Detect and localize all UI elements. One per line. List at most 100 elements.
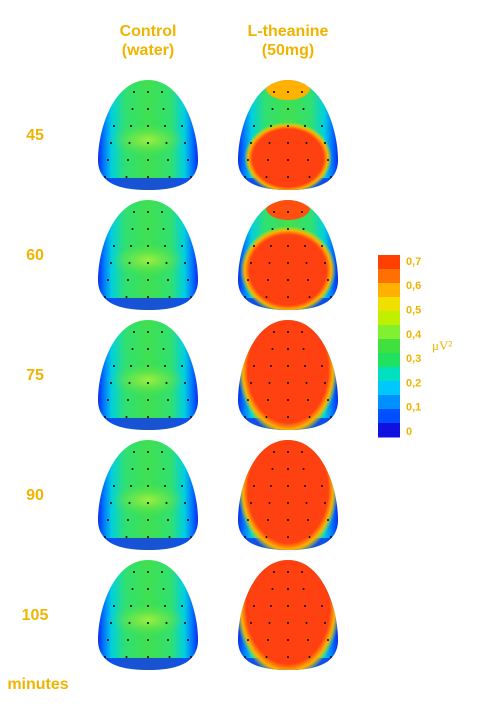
electrode [165,622,168,624]
electrode [130,365,132,367]
electrode [304,365,306,367]
electrode [167,519,169,521]
electrode [187,399,189,401]
electrode [302,588,305,590]
electrode [304,125,306,127]
map-hot [238,320,338,430]
electrode [305,622,308,624]
electrode [273,211,275,213]
electrode [307,399,309,401]
electrode [330,656,332,658]
electrode [130,125,132,127]
electrode [131,108,134,110]
electrode [244,296,246,298]
electrode [162,108,165,110]
map-mild [110,244,186,276]
electrode [107,399,109,401]
electrode [164,245,166,247]
electrode [125,296,128,298]
electrode [125,416,128,418]
map-hot [238,440,338,550]
electrode [324,262,326,264]
electrode [187,159,189,161]
electrode [147,365,149,367]
electrode [250,622,252,624]
electrode [110,502,112,504]
electrode [190,656,192,658]
electrode [287,279,289,281]
electrode [161,211,163,213]
electrode [327,639,329,641]
electrode [307,279,309,281]
map-top [266,80,310,100]
electrode [304,605,306,607]
electrode [125,656,128,658]
electrode [162,228,165,230]
electrode [253,125,255,127]
electrode [287,211,289,213]
colorbar-segment [378,339,400,354]
electrode [165,142,168,144]
electrode [273,451,275,453]
head-map [98,80,198,190]
electrode [267,519,269,521]
electrode [327,519,329,521]
colorbar-label: 0,4 [406,329,422,341]
head-map [98,200,198,310]
electrode [287,245,289,247]
electrode [128,622,131,624]
colorbar-label: 0,6 [406,280,421,292]
electrode [305,262,308,264]
column-title: Control [120,23,177,40]
colorbar-segment [378,311,400,326]
colorbar-segment [378,353,400,368]
electrode [162,348,165,350]
electrode [253,485,255,487]
head-map [238,560,338,670]
colorbar-label: 0,1 [406,402,421,414]
colorbar-label: 0,7 [406,256,421,268]
colorbar-segment [378,409,400,424]
electrode [247,279,249,281]
electrode [147,159,149,161]
electrode [267,399,269,401]
electrode [184,622,186,624]
electrode [302,228,305,230]
electrode [190,416,192,418]
electrode [250,262,252,264]
electrode [270,485,272,487]
electrode [287,176,289,178]
electrode [110,262,112,264]
electrode [147,125,149,127]
electrode [133,211,135,213]
electrode [287,228,289,230]
electrode [287,536,289,538]
electrode [270,125,272,127]
electrode [301,451,303,453]
electrode [167,279,169,281]
electrode [308,296,311,298]
electrode [147,571,149,573]
electrode [253,365,255,367]
electrode [187,279,189,281]
electrode [268,622,271,624]
electrode [147,348,149,350]
electrode [305,502,308,504]
electrode [104,536,106,538]
row-label: 105 [22,607,49,624]
map-mild [110,124,186,156]
electrode [265,416,268,418]
electrode [190,296,192,298]
electrode [161,91,163,93]
map-mild [110,604,186,636]
electrode [330,536,332,538]
electrode [168,296,171,298]
colorbar-segment [378,395,400,410]
electrode [125,536,128,538]
electrode [187,519,189,521]
map-hot [240,226,336,310]
electrode [104,656,106,658]
head-map [238,320,338,430]
electrode [301,571,303,573]
electrode [133,91,135,93]
